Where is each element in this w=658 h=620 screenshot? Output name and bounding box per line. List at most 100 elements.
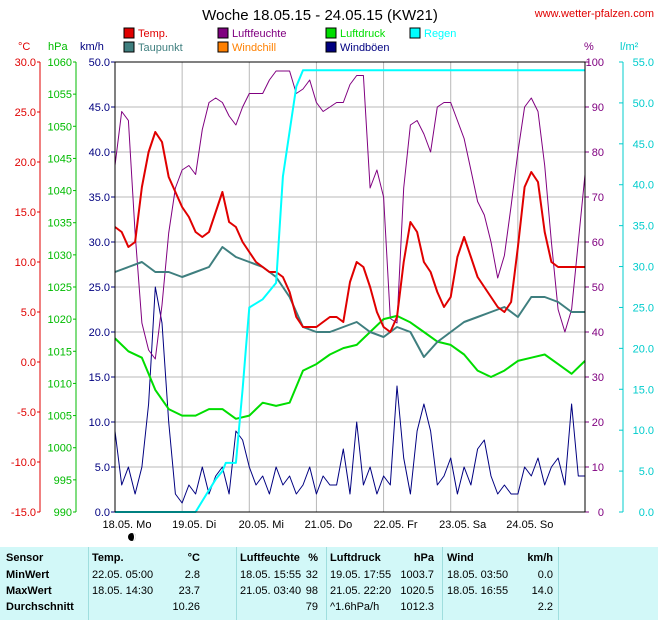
tick-temp: 15.0 — [15, 207, 36, 219]
tick-rain: 5.0 — [639, 466, 654, 478]
x-tick-label: 19.05. Di — [172, 519, 216, 531]
tick-rain: 45.0 — [633, 139, 654, 151]
stats-table: Sensor Temp. °C Luftfeuchte% Luftdruck hPa Win… — [0, 547, 658, 620]
stats-cell: 2.8 — [184, 569, 200, 581]
legend: Temp. Luftfeuchte Luftdruck Regen Taupunkt Wi… — [123, 27, 456, 54]
axis-unit-temp: °C — [18, 41, 30, 53]
tick-pct: 70 — [592, 192, 604, 204]
stats-cell: Temp. — [92, 552, 124, 564]
tick-rain: 50.0 — [633, 98, 654, 110]
tick-hpa: 1060 — [48, 57, 72, 69]
tick-kmh: 25.0 — [89, 282, 110, 294]
axis-unit-pct: % — [584, 41, 594, 53]
tick-hpa: 1050 — [48, 121, 72, 133]
tick-pct: 20 — [592, 417, 604, 429]
x-axis-labels: 18.05. Mo 19.05. Di 20.05. Mi 21.05. Do 22.0… — [103, 519, 554, 531]
tick-hpa: 1020 — [48, 314, 72, 326]
stats-cell: Luftfeuchte — [240, 552, 300, 564]
tick-hpa: 1055 — [48, 89, 72, 101]
stats-cell: 10.26 — [172, 601, 200, 613]
tick-rain: 35.0 — [633, 221, 654, 233]
legend-swatch — [217, 27, 229, 39]
stats-cell: km/h — [527, 552, 553, 564]
legend-swatch — [217, 41, 229, 53]
moon-icon-highlight — [132, 533, 136, 541]
tick-temp: -5.0 — [17, 407, 36, 419]
tick-pct: 0 — [598, 507, 604, 519]
tick-hpa: 1030 — [48, 250, 72, 262]
stats-cell: 22.05. 05:00 — [92, 569, 154, 581]
axis-ticks: 30.0 25.0 20.0 15.0 10.0 5.0 0.0 -5.0 -10.0 -15.0… — [11, 57, 654, 519]
x-tick-label: 20.05. Mi — [239, 519, 284, 531]
tick-rain: 20.0 — [633, 343, 654, 355]
stats-cell: 1003.7 — [400, 569, 434, 581]
stats-cell: 98 — [305, 585, 318, 597]
tick-rain: 25.0 — [633, 302, 654, 314]
stats-divider — [442, 547, 443, 620]
site-link[interactable]: www.wetter-pfalzen.com — [534, 8, 654, 20]
stats-cell: ^1.6hPa/h — [330, 601, 380, 613]
tick-rain: 40.0 — [633, 180, 654, 192]
stats-cell: 14.0 — [531, 585, 553, 597]
tick-rain: 30.0 — [633, 262, 654, 274]
weather-chart: Woche 18.05.15 - 24.05.15 (KW21) www.wet… — [11, 7, 654, 541]
stats-cell: Sensor — [6, 552, 44, 564]
tick-temp: 30.0 — [15, 57, 36, 69]
tick-kmh: 10.0 — [89, 417, 110, 429]
axis-unit-kmh: km/h — [80, 41, 104, 53]
tick-kmh: 0.0 — [95, 507, 110, 519]
tick-pct: 40 — [592, 327, 604, 339]
stats-cell: 18.05. 03:50 — [447, 569, 509, 581]
tick-pct: 80 — [592, 147, 604, 159]
stats-cell: 19.05. 17:55 — [330, 569, 392, 581]
stats-cell: °C — [187, 552, 200, 564]
stats-cell: Durchschnitt — [6, 601, 74, 613]
stats-divider — [236, 547, 237, 620]
legend-swatch — [325, 41, 337, 53]
tick-pct: 100 — [586, 57, 604, 69]
tick-hpa: 1035 — [48, 218, 72, 230]
axis-units: °C hPa km/h% l/m² — [18, 41, 639, 53]
stats-cell: 79 — [305, 601, 318, 613]
tick-pct: 60 — [592, 237, 604, 249]
series-line-regen — [115, 69, 585, 513]
tick-kmh: 5.0 — [95, 462, 110, 474]
x-tick-label: 24.05. So — [506, 519, 553, 531]
tick-pct: 10 — [592, 462, 604, 474]
tick-kmh: 45.0 — [89, 102, 110, 114]
tick-temp: 5.0 — [21, 307, 36, 319]
tick-rain: 0.0 — [639, 507, 654, 519]
stats-cell: % — [308, 552, 318, 564]
tick-temp: 0.0 — [21, 357, 36, 369]
series-line-luftfeuchte — [114, 70, 586, 360]
stats-cell: 32 — [305, 569, 318, 581]
chart-title: Woche 18.05.15 - 24.05.15 (KW21) — [202, 7, 438, 24]
axis-unit-rain: l/m² — [620, 41, 639, 53]
stats-cell: MinWert — [6, 569, 50, 581]
stats-divider — [88, 547, 89, 620]
stats-cell: 0.0 — [537, 569, 553, 581]
x-tick-label: 18.05. Mo — [103, 519, 152, 531]
stats-divider — [558, 547, 559, 620]
stats-cell: Wind — [447, 552, 474, 564]
stats-cell: Luftdruck — [330, 552, 381, 564]
x-tick-label: 22.05. Fr — [374, 519, 418, 531]
stats-cell: 23.7 — [178, 585, 200, 597]
axis-unit-hpa: hPa — [48, 41, 68, 53]
legend-label: Temp. — [138, 28, 168, 40]
tick-kmh: 50.0 — [89, 57, 110, 69]
tick-hpa: 995 — [54, 475, 72, 487]
tick-hpa: 1040 — [48, 186, 72, 198]
tick-temp: 10.0 — [15, 257, 36, 269]
stats-cell: 18.05. 16:55 — [447, 585, 509, 597]
tick-kmh: 30.0 — [89, 237, 110, 249]
legend-swatch — [123, 27, 135, 39]
legend-swatch — [325, 27, 337, 39]
tick-hpa: 1015 — [48, 346, 72, 358]
tick-pct: 90 — [592, 102, 604, 114]
tick-kmh: 15.0 — [89, 372, 110, 384]
tick-hpa: 990 — [54, 507, 72, 519]
tick-hpa: 1025 — [48, 282, 72, 294]
legend-label: Luftfeuchte — [232, 28, 286, 40]
legend-swatch — [123, 41, 135, 53]
